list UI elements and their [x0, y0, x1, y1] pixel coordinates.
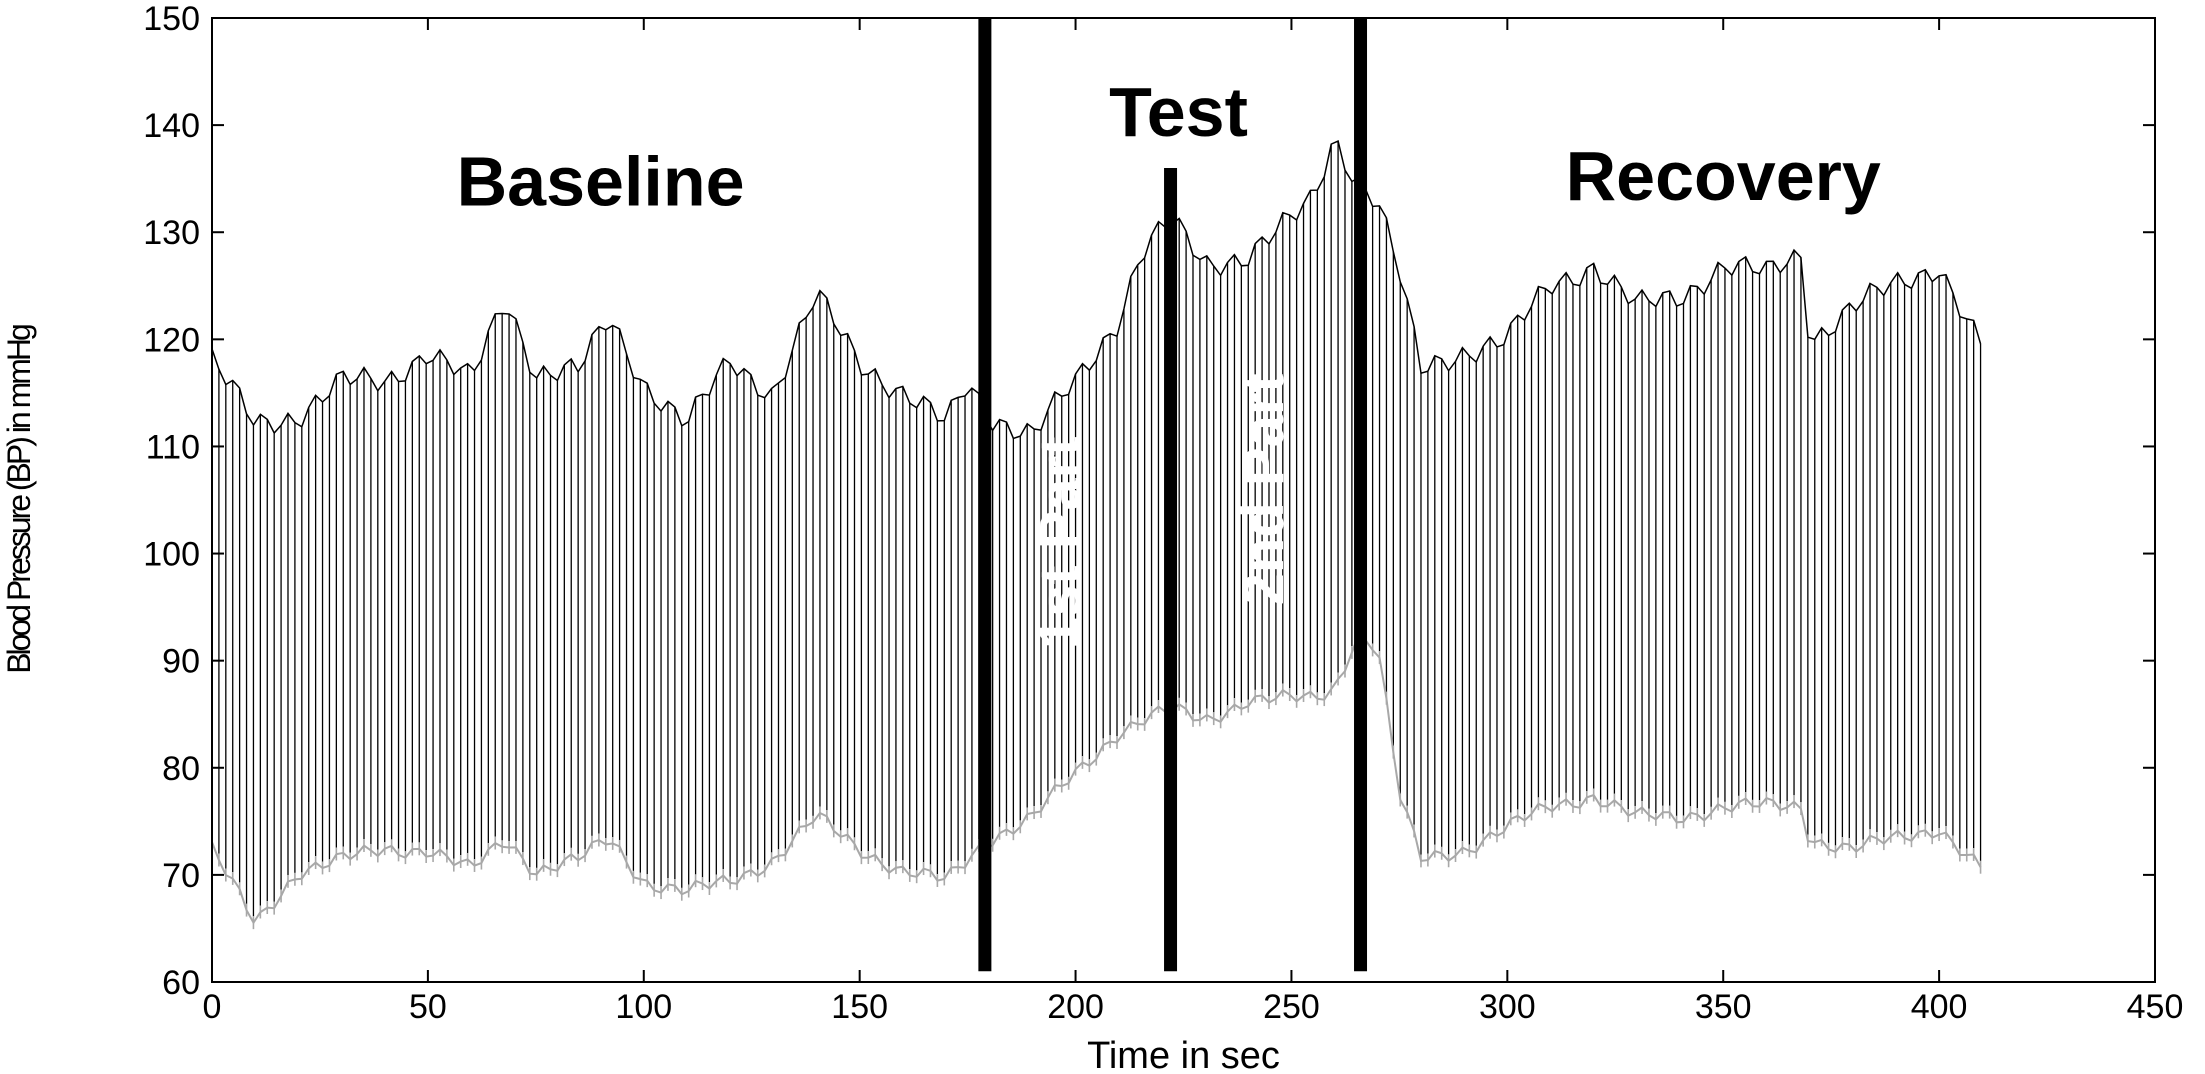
phase-label-recovery: Recovery [1566, 137, 1881, 215]
diastolic-line [211, 632, 1982, 925]
phase-label-1st-part: 1st Part [1028, 436, 1093, 649]
x-tick-label: 250 [1263, 988, 1320, 1026]
phase-boundaries [978, 18, 1368, 972]
y-tick-label: 60 [162, 964, 200, 1002]
x-tick-label: 50 [409, 988, 447, 1026]
x-tick-label: 400 [1911, 988, 1968, 1026]
y-tick-label: 120 [143, 321, 200, 359]
chart-labels: Time in sec Blood Pressure (BP) in mmHg … [1, 73, 1881, 1074]
y-tick-label: 70 [162, 857, 200, 895]
plot-frame [211, 17, 2156, 983]
phase-label-baseline: Baseline [457, 142, 745, 220]
y-tick-label: 80 [162, 750, 200, 788]
y-tick-label: 90 [162, 643, 200, 681]
phase-label-test: Test [1109, 73, 1248, 151]
y-tick-label: 150 [143, 0, 200, 38]
y-tick-label: 140 [143, 107, 200, 145]
systolic-line [211, 140, 1982, 440]
x-tick-label: 350 [1695, 988, 1752, 1026]
x-tick-label: 200 [1047, 988, 1104, 1026]
x-tick-label: 450 [2127, 988, 2184, 1026]
phase-label-2nd-part: 2nd Part [1231, 373, 1296, 605]
axis-ticks: 0 50 100 150 200 250 300 350 400 450 60 70 80 90 100 11… [143, 0, 2183, 1026]
x-tick-label: 300 [1479, 988, 1536, 1026]
y-tick-label: 110 [146, 428, 200, 466]
x-tick-label: 0 [203, 988, 222, 1026]
x-axis-label: Time in sec [1087, 1035, 1280, 1074]
y-axis-label: Blood Pressure (BP) in mmHg [1, 325, 37, 674]
y-tick-label: 130 [143, 214, 200, 252]
envelope-lines [211, 140, 1982, 925]
x-tick-label: 100 [615, 988, 672, 1026]
x-tick-label: 150 [831, 988, 888, 1026]
beat-traces [211, 141, 1982, 930]
y-tick-label: 100 [143, 536, 200, 574]
